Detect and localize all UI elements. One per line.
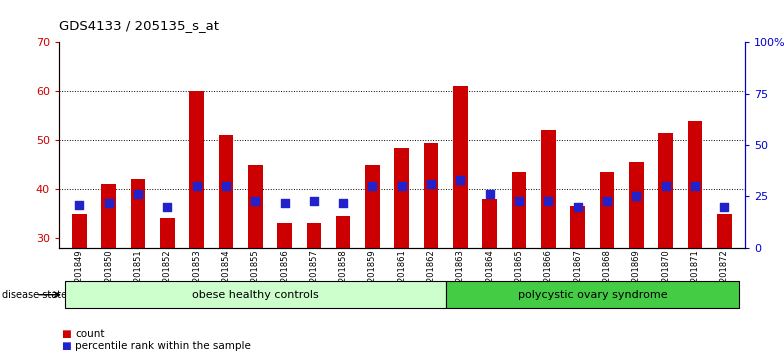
Point [337,200,350,205]
Point [103,200,115,205]
Text: ■: ■ [61,329,71,339]
Bar [453,86,468,354]
Point [513,198,525,204]
Bar [688,121,702,354]
Point [132,192,144,197]
Text: disease state: disease state [2,290,67,300]
Bar [278,223,292,354]
Point [395,183,408,189]
Point [191,183,203,189]
Bar [336,216,350,354]
Bar [131,179,145,354]
Text: percentile rank within the sample: percentile rank within the sample [75,341,251,351]
Bar [482,199,497,354]
Text: count: count [75,329,105,339]
Bar [512,172,526,354]
Point [366,183,379,189]
Bar [600,172,615,354]
Bar [219,135,233,354]
Text: obese healthy controls: obese healthy controls [192,290,318,300]
Bar [659,133,673,354]
Bar [365,165,379,354]
Point [542,198,554,204]
Text: polycystic ovary syndrome: polycystic ovary syndrome [517,290,667,300]
Point [630,194,643,199]
Point [659,183,672,189]
Point [249,198,262,204]
Bar [248,165,263,354]
Bar [189,91,204,354]
Point [278,200,291,205]
Bar [72,213,87,354]
Point [220,183,232,189]
Point [425,181,437,187]
Bar [394,148,409,354]
Point [454,177,466,183]
Bar [307,223,321,354]
Text: GDS4133 / 205135_s_at: GDS4133 / 205135_s_at [59,19,219,32]
Bar [101,184,116,354]
Point [484,192,496,197]
Point [73,202,85,207]
Bar [717,213,731,354]
Bar [541,131,556,354]
Bar [424,143,438,354]
Bar [571,206,585,354]
Point [688,183,701,189]
Point [601,198,613,204]
Point [307,198,320,204]
Point [572,204,584,210]
Text: ■: ■ [61,341,71,351]
Point [718,204,731,210]
Bar [629,162,644,354]
Bar [160,218,175,354]
Point [161,204,173,210]
